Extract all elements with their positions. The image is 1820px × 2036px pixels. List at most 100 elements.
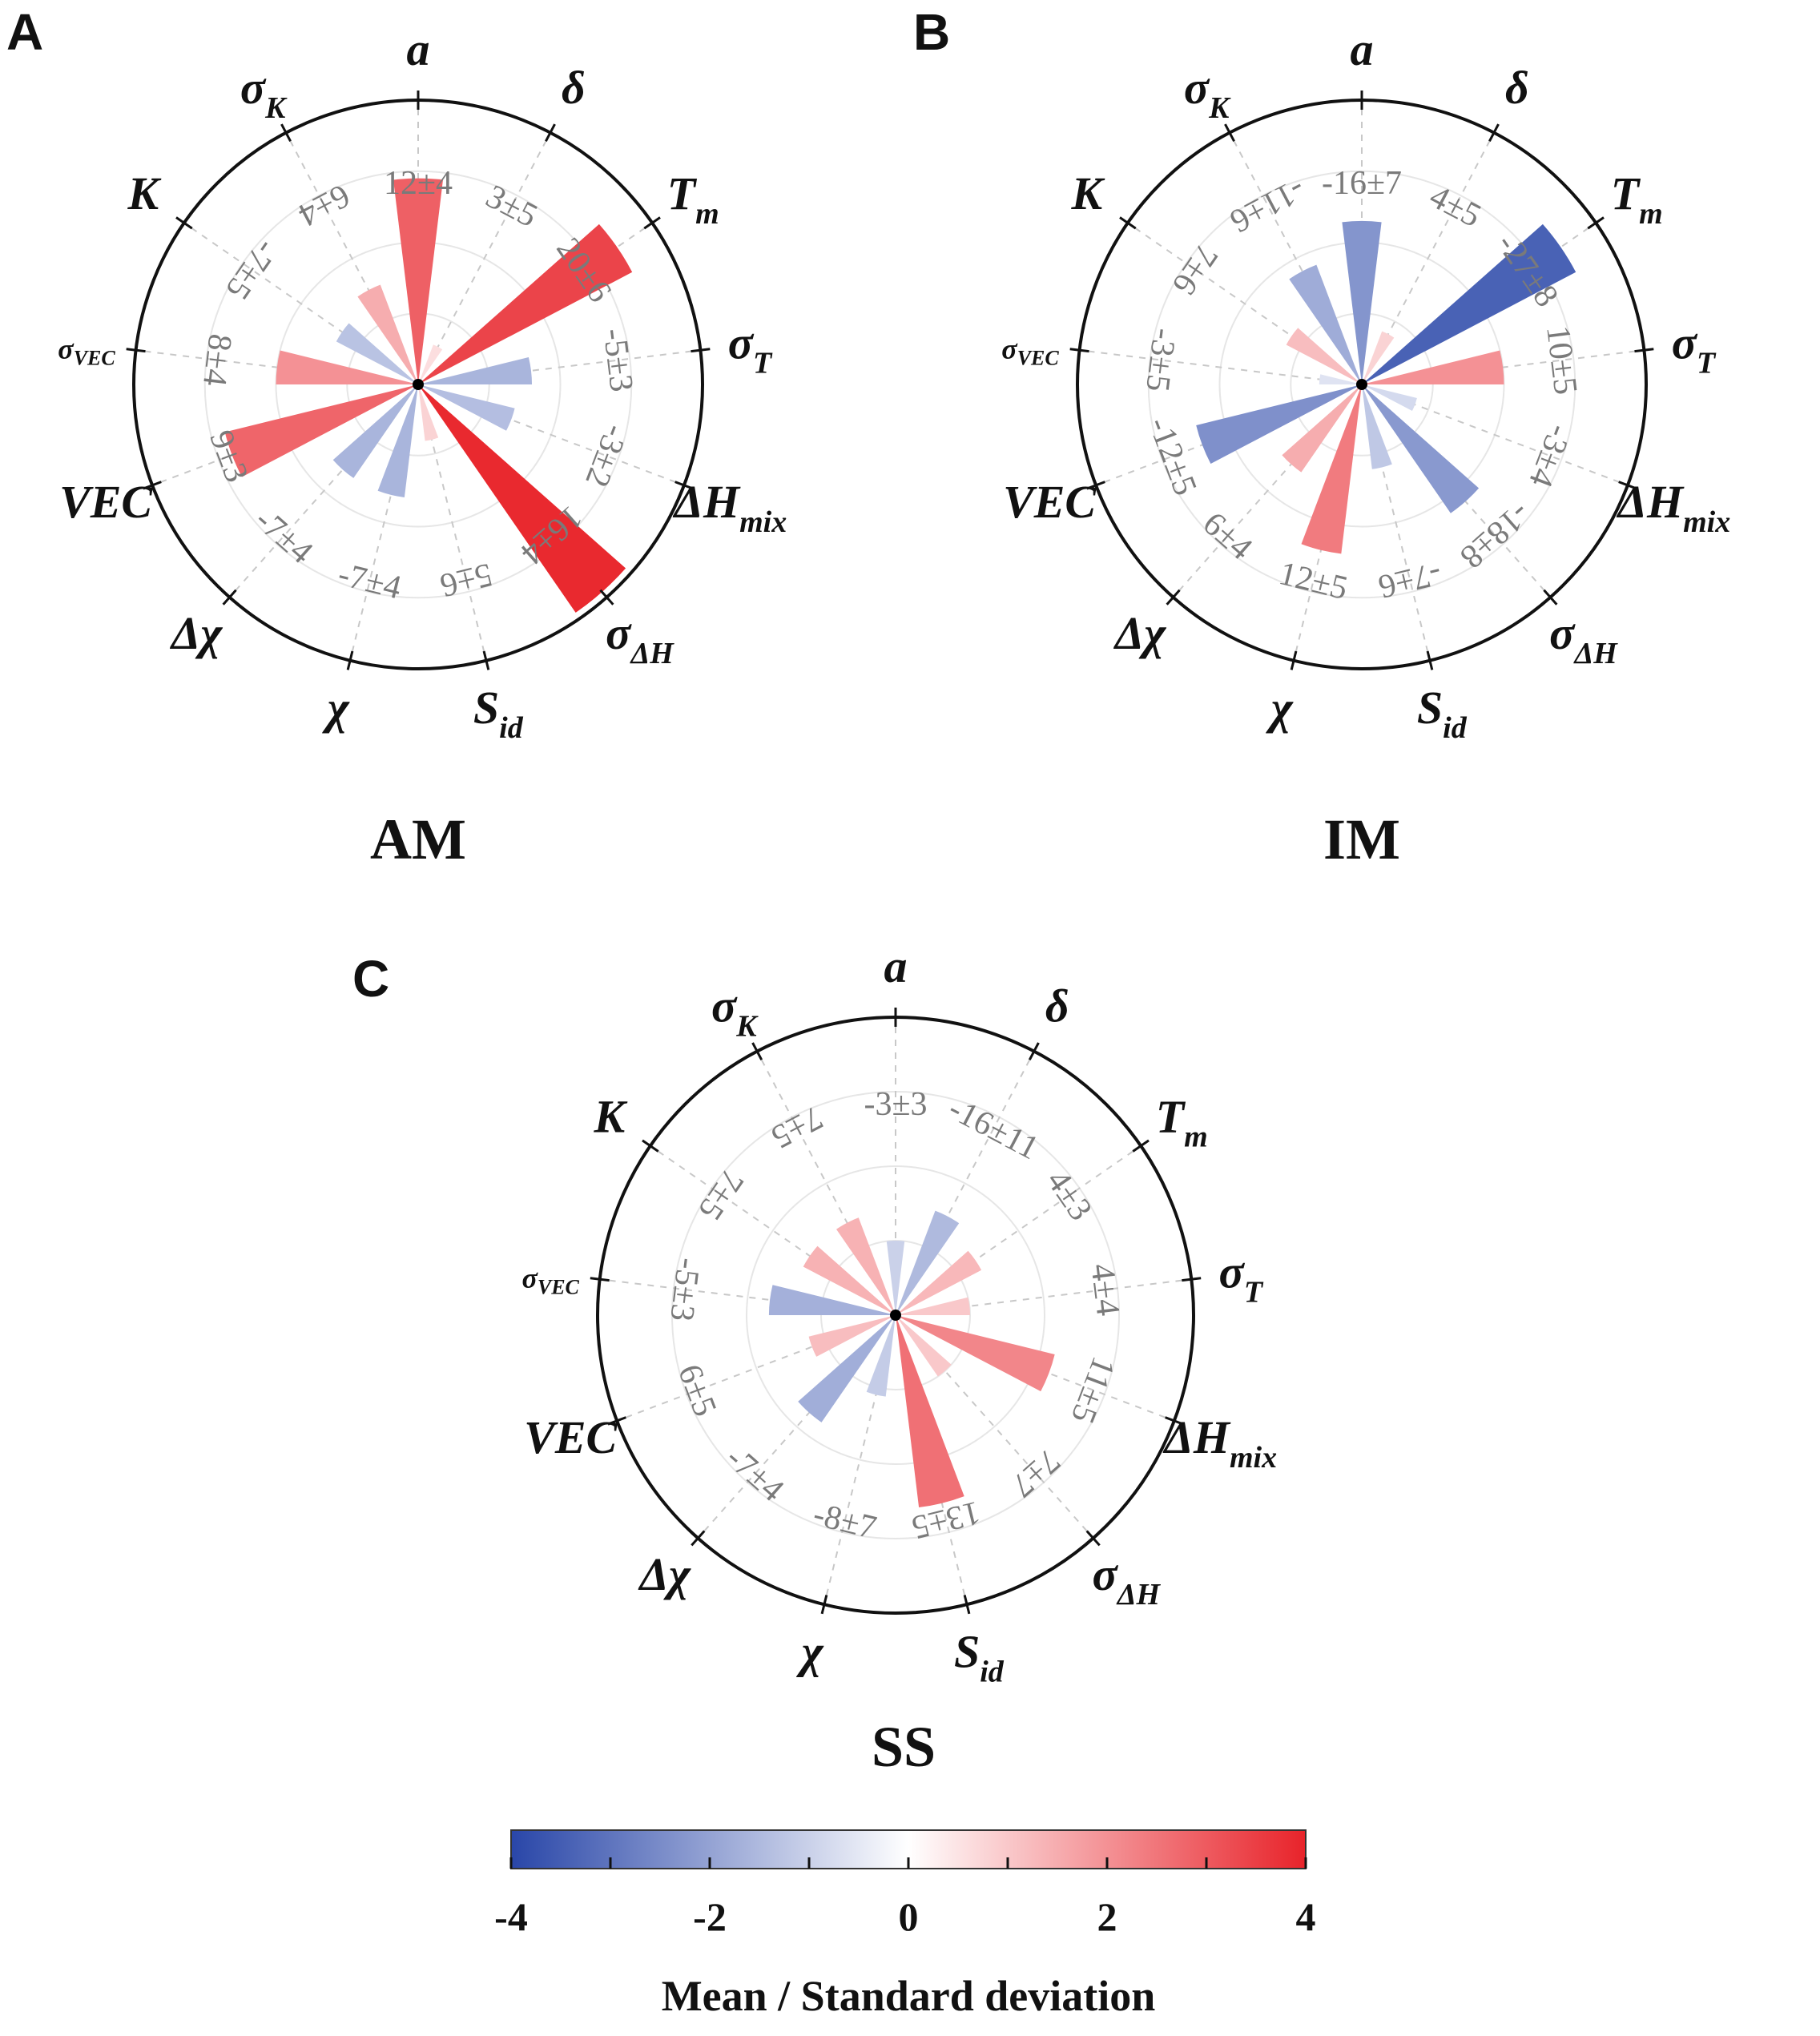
axis-label-delta-chi: Δχ [170, 607, 223, 659]
axis-tick [1618, 481, 1637, 490]
bar-vec [224, 384, 418, 477]
bar-delta-chi [332, 384, 418, 478]
grid-ring [203, 170, 633, 599]
axis-label-sigma-vec: σVEC [1001, 333, 1059, 370]
grid-spoke [895, 1314, 968, 1605]
axis-tick [820, 1595, 828, 1615]
axis-tick [545, 123, 556, 142]
value-label-small-delta: -16±11 [943, 1090, 1045, 1167]
axis-label-vec: VEC [1003, 476, 1097, 528]
axis-tick [599, 589, 614, 606]
axis-label-delta-chi: Δχ [1113, 607, 1166, 659]
grid-spoke [1079, 349, 1363, 385]
value-label-sigma-t: 4±4 [1083, 1261, 1125, 1318]
axis-tick [1290, 650, 1298, 670]
axis-label-chi: χ [1266, 682, 1294, 734]
axis-tick [643, 216, 661, 230]
axis-tick [482, 650, 490, 670]
axis-tick [1119, 216, 1137, 230]
grid-spoke [135, 349, 419, 385]
value-label-sigma-vec: -3±5 [1138, 326, 1182, 393]
value-label-delta-chi: -7±4 [248, 501, 320, 571]
bar-a [393, 178, 443, 384]
bar-sid [1362, 384, 1392, 469]
bar-sid [418, 384, 439, 441]
grid-spoke [1361, 349, 1645, 385]
axis-tick [1069, 348, 1089, 353]
axis-tick [607, 1416, 626, 1426]
axis-label-a: a [1351, 23, 1374, 75]
axis-label-vec: VEC [59, 476, 153, 528]
axis-tick [691, 1530, 706, 1547]
value-label-small-delta: 3±5 [480, 178, 543, 235]
value-label-chi: 12±5 [1275, 555, 1351, 607]
value-label-k: 7±5 [691, 1163, 751, 1227]
bar-a [886, 1241, 905, 1315]
panel-letter-a: A [6, 3, 43, 61]
bar-sigma-vec [1319, 374, 1362, 384]
axis-label-sigma-k: σK [240, 62, 288, 125]
grid-spoke [285, 132, 419, 385]
bar-sigma-delta-h [1362, 384, 1480, 513]
bar-sigma-k [357, 284, 418, 384]
axis-label-sigma-delta-h: σΔH [1092, 1548, 1161, 1611]
axis-label-sigma-k: σK [711, 980, 759, 1044]
axis-tick [1085, 1530, 1101, 1547]
plot-area-ss: a -3±3 δ -16±11 Tm 4±3 σT 4±4 ΔHmix 11±5 σΔH 7±7 Sid… [521, 940, 1277, 1688]
axis-label-small-delta: δ [1505, 62, 1529, 114]
axis-tick [222, 589, 237, 606]
grid-spoke [895, 1314, 1175, 1422]
grid-spoke [895, 1314, 1094, 1539]
value-label-small-delta: 4±5 [1423, 178, 1487, 235]
axis-tick [280, 123, 292, 142]
axis-tick [1587, 216, 1605, 230]
bar-small-delta [896, 1210, 960, 1315]
value-label-sigma-k: 7±5 [765, 1099, 828, 1156]
plot-area-am: a12±4δ3±5 Tm20±6σT-5±3ΔHmix-3±2σΔH16±4Sid… [58, 23, 787, 745]
bar-sigma-t [418, 357, 533, 384]
colorbar-tick-label: -4 [494, 1894, 528, 1939]
grid-spoke [895, 1278, 1192, 1316]
bar-tm [418, 223, 633, 384]
grid-spoke [183, 222, 419, 385]
bar-vec [1196, 384, 1362, 464]
axis-tick [1488, 123, 1500, 142]
grid-spoke [417, 384, 685, 486]
bar-delta-hmix [896, 1315, 1055, 1392]
bar-chi [866, 1315, 896, 1397]
axis-label-delta-hmix: ΔHmix [673, 476, 787, 539]
grid-spoke [417, 349, 701, 385]
axis-label-chi: χ [322, 682, 350, 734]
axis-label-k: K [1070, 167, 1105, 219]
grid-spoke [756, 1051, 896, 1316]
value-label-a: -3±3 [864, 1086, 927, 1123]
grid-spoke [228, 384, 419, 598]
value-label-vec: -12±5 [1141, 412, 1204, 501]
value-label-a: -16±7 [1322, 165, 1402, 202]
value-label-chi: -7±4 [335, 556, 405, 607]
axis-label-tm: Tm [1156, 1091, 1208, 1154]
grid-spoke [349, 384, 419, 661]
axis-label-a: a [407, 23, 430, 75]
axis-tick [1166, 589, 1181, 606]
axis-label-small-delta: δ [1045, 980, 1069, 1032]
bar-sigma-t [896, 1297, 970, 1315]
colorbar-tick-label: 0 [899, 1894, 919, 1939]
axis-tick [1182, 1277, 1202, 1282]
axis-label-sigma-vec: σVEC [521, 1262, 579, 1299]
bar-sigma-k [1289, 264, 1362, 384]
panel-letter-c: C [352, 950, 389, 1008]
axis-label-tm: Tm [667, 167, 719, 231]
value-label-sigma-vec: -5±3 [662, 1256, 707, 1323]
grid-spoke [895, 1051, 1035, 1316]
value-label-sigma-k: 6±4 [292, 176, 356, 233]
value-label-delta-hmix: -3±2 [578, 420, 634, 492]
axis-label-sigma-t: σT [728, 317, 773, 380]
panel-title-ss: SS [872, 1715, 936, 1779]
value-label-delta-hmix: -3±4 [1521, 420, 1578, 492]
value-label-sid: -7±6 [1375, 554, 1445, 606]
bar-sid [896, 1315, 964, 1507]
axis-label-sid: Sid [954, 1625, 1005, 1688]
axis-label-delta-chi: Δχ [638, 1548, 691, 1600]
axis-tick [963, 1595, 971, 1615]
